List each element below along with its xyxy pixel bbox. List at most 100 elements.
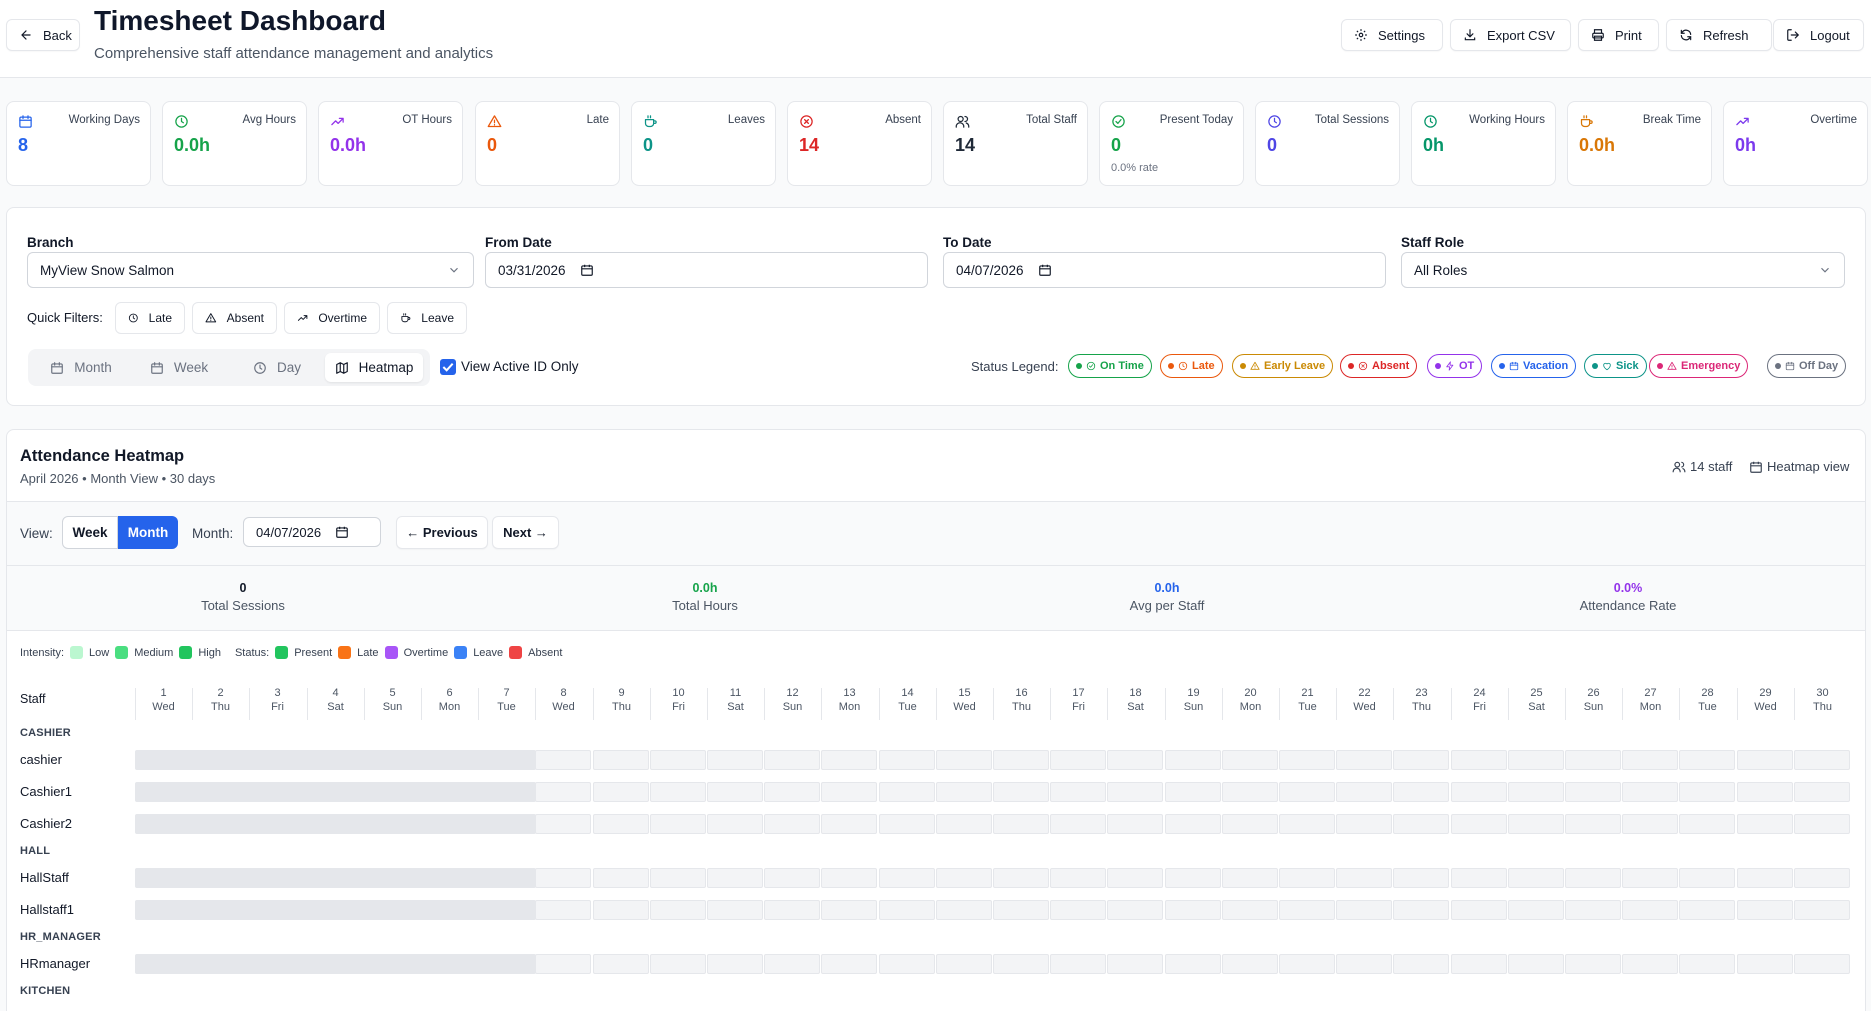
heatmap-cell[interactable] — [1508, 814, 1564, 834]
heatmap-cell[interactable] — [1107, 868, 1163, 888]
heatmap-cell[interactable] — [1336, 954, 1392, 974]
heatmap-cell[interactable] — [1565, 750, 1621, 770]
heatmap-cell[interactable] — [593, 868, 649, 888]
heatmap-cell[interactable] — [1393, 814, 1449, 834]
heatmap-cell[interactable] — [1451, 782, 1507, 802]
heatmap-cell[interactable] — [1679, 782, 1735, 802]
heatmap-cell[interactable] — [879, 750, 935, 770]
heatmap-cell[interactable] — [879, 814, 935, 834]
heatmap-cell[interactable] — [707, 900, 763, 920]
heatmap-cell[interactable] — [764, 868, 820, 888]
heatmap-cell[interactable] — [1565, 900, 1621, 920]
heatmap-cell[interactable] — [1165, 782, 1221, 802]
heatmap-cell[interactable] — [1393, 900, 1449, 920]
quick-filter-absent[interactable]: Absent — [192, 302, 277, 334]
calendar-icon[interactable] — [1038, 263, 1052, 277]
heatmap-cell[interactable] — [1050, 750, 1106, 770]
calendar-icon[interactable] — [335, 525, 349, 539]
heatmap-cell[interactable] — [1679, 900, 1735, 920]
heatmap-cell[interactable] — [821, 900, 877, 920]
heatmap-cell[interactable] — [1622, 868, 1678, 888]
heatmap-cell[interactable] — [1279, 750, 1335, 770]
next-button[interactable]: Next → — [492, 516, 559, 549]
logout-button[interactable]: Logout — [1773, 19, 1864, 51]
heatmap-cell[interactable] — [1622, 954, 1678, 974]
heatmap-cell[interactable] — [650, 814, 706, 834]
heatmap-cell[interactable] — [1393, 954, 1449, 974]
heatmap-cell[interactable] — [821, 814, 877, 834]
heatmap-cell[interactable] — [1794, 750, 1850, 770]
heatmap-cell[interactable] — [1679, 750, 1735, 770]
to-date-input[interactable]: 04/07/2026 — [943, 252, 1386, 288]
heatmap-cell[interactable] — [1336, 900, 1392, 920]
heatmap-cell[interactable] — [1508, 750, 1564, 770]
heatmap-cell[interactable] — [593, 900, 649, 920]
heatmap-cell[interactable] — [1165, 868, 1221, 888]
heatmap-cell[interactable] — [1794, 868, 1850, 888]
heatmap-cell[interactable] — [707, 782, 763, 802]
heatmap-cell[interactable] — [1279, 900, 1335, 920]
heatmap-cell[interactable] — [1679, 954, 1735, 974]
heatmap-cell[interactable] — [707, 868, 763, 888]
heatmap-cell[interactable] — [1565, 782, 1621, 802]
heatmap-cell[interactable] — [764, 782, 820, 802]
heatmap-cell[interactable] — [1050, 954, 1106, 974]
month-view-button[interactable]: Month — [118, 516, 178, 549]
view-heatmap-button[interactable]: Heatmap — [325, 353, 423, 382]
heatmap-cell[interactable] — [1794, 814, 1850, 834]
heatmap-cell[interactable] — [535, 900, 591, 920]
month-input[interactable]: 04/07/2026 — [243, 517, 381, 547]
heatmap-cell[interactable] — [1622, 814, 1678, 834]
heatmap-cell[interactable] — [1451, 814, 1507, 834]
heatmap-cell[interactable] — [764, 900, 820, 920]
heatmap-cell[interactable] — [535, 782, 591, 802]
previous-button[interactable]: ← Previous — [396, 516, 488, 549]
view-week-button[interactable]: Week — [130, 353, 228, 382]
back-button[interactable]: Back — [6, 19, 80, 51]
heatmap-cell[interactable] — [1737, 814, 1793, 834]
heatmap-cell[interactable] — [1451, 900, 1507, 920]
heatmap-cell[interactable] — [821, 750, 877, 770]
heatmap-cell[interactable] — [1050, 868, 1106, 888]
heatmap-cell[interactable] — [1222, 782, 1278, 802]
heatmap-cell[interactable] — [1679, 814, 1735, 834]
heatmap-cell[interactable] — [936, 868, 992, 888]
heatmap-cell[interactable] — [650, 954, 706, 974]
heatmap-cell[interactable] — [993, 900, 1049, 920]
heatmap-cell[interactable] — [593, 954, 649, 974]
quick-filter-late[interactable]: Late — [115, 302, 185, 334]
heatmap-cell[interactable] — [764, 954, 820, 974]
heatmap-cell[interactable] — [1508, 868, 1564, 888]
branch-select[interactable]: MyView Snow Salmon — [27, 252, 474, 288]
heatmap-cell[interactable] — [1622, 900, 1678, 920]
export-csv-button[interactable]: Export CSV — [1450, 19, 1571, 51]
heatmap-cell[interactable] — [993, 954, 1049, 974]
heatmap-cell[interactable] — [1222, 868, 1278, 888]
heatmap-cell[interactable] — [1508, 782, 1564, 802]
heatmap-cell[interactable] — [879, 868, 935, 888]
heatmap-cell[interactable] — [535, 868, 591, 888]
calendar-icon[interactable] — [580, 263, 594, 277]
heatmap-cell[interactable] — [707, 954, 763, 974]
heatmap-cell[interactable] — [1451, 954, 1507, 974]
heatmap-cell[interactable] — [1107, 750, 1163, 770]
heatmap-cell[interactable] — [593, 814, 649, 834]
heatmap-cell[interactable] — [1107, 900, 1163, 920]
heatmap-cell[interactable] — [1565, 814, 1621, 834]
heatmap-cell[interactable] — [535, 750, 591, 770]
view-day-button[interactable]: Day — [228, 353, 326, 382]
heatmap-cell[interactable] — [936, 900, 992, 920]
print-button[interactable]: Print — [1578, 19, 1659, 51]
heatmap-cell[interactable] — [1165, 814, 1221, 834]
heatmap-cell[interactable] — [821, 954, 877, 974]
heatmap-cell[interactable] — [593, 750, 649, 770]
heatmap-cell[interactable] — [1794, 900, 1850, 920]
view-month-button[interactable]: Month — [32, 353, 130, 382]
active-id-checkbox[interactable] — [440, 359, 456, 375]
heatmap-cell[interactable] — [1165, 900, 1221, 920]
heatmap-cell[interactable] — [650, 782, 706, 802]
heatmap-cell[interactable] — [1393, 782, 1449, 802]
heatmap-cell[interactable] — [1222, 814, 1278, 834]
heatmap-cell[interactable] — [936, 954, 992, 974]
heatmap-cell[interactable] — [1165, 954, 1221, 974]
